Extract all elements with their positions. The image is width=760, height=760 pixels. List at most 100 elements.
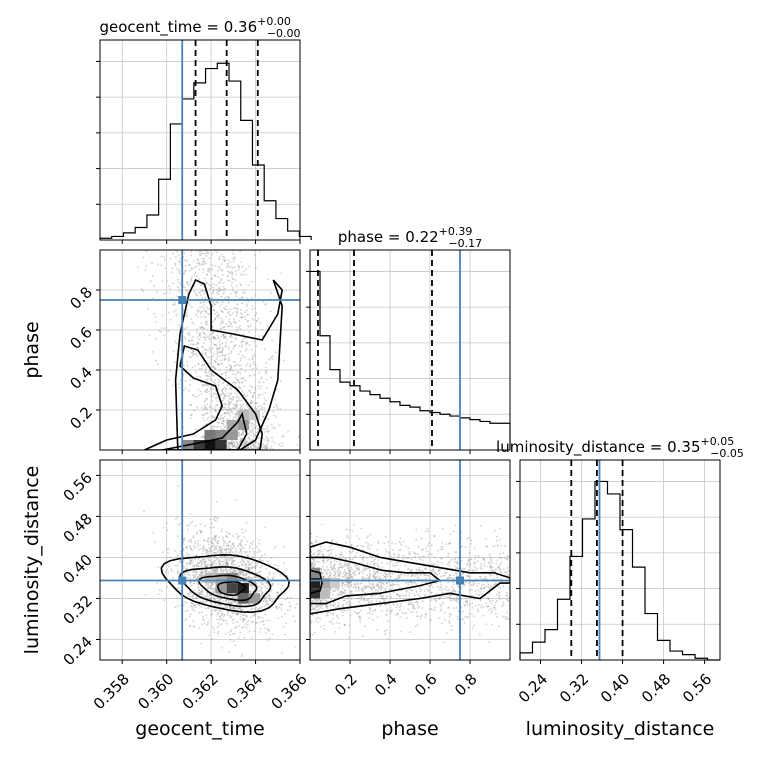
sample-point	[239, 325, 241, 328]
sample-point	[231, 369, 234, 372]
sample-point	[446, 596, 449, 599]
sample-point	[451, 591, 454, 593]
sample-point	[261, 620, 264, 623]
sample-point	[194, 597, 197, 600]
sample-point	[325, 573, 328, 576]
sample-point	[214, 337, 217, 340]
sample-point	[258, 607, 261, 610]
sample-point	[190, 306, 193, 308]
sample-point	[232, 396, 235, 399]
sample-point	[500, 561, 503, 564]
sample-point	[255, 431, 258, 434]
sample-point	[228, 279, 231, 282]
sample-point	[211, 320, 214, 323]
sample-point	[225, 531, 228, 534]
sample-point	[487, 597, 490, 599]
sample-point	[249, 585, 252, 587]
sample-point	[157, 363, 159, 366]
sample-point	[227, 296, 230, 298]
sample-point	[186, 312, 188, 315]
sample-point	[255, 583, 258, 585]
sample-point	[234, 279, 237, 281]
sample-point	[229, 334, 232, 337]
sample-point	[270, 589, 273, 592]
sample-point	[450, 625, 453, 627]
sample-point	[220, 362, 223, 365]
sample-point	[232, 535, 234, 537]
sample-point	[142, 256, 145, 259]
sample-point	[231, 398, 234, 401]
sample-point	[496, 544, 499, 547]
sample-point	[191, 573, 194, 576]
sample-point	[363, 599, 366, 601]
sample-point	[238, 266, 240, 269]
sample-point	[359, 582, 362, 585]
sample-point	[185, 289, 188, 292]
sample-point	[281, 435, 284, 438]
sample-point	[449, 574, 452, 577]
sample-point	[223, 291, 225, 293]
sample-point	[319, 599, 322, 602]
sample-point	[462, 618, 465, 621]
sample-point	[320, 523, 323, 526]
sample-point	[235, 330, 238, 333]
sample-point	[437, 570, 440, 573]
sample-point	[212, 374, 215, 377]
sample-point	[259, 566, 261, 569]
sample-point	[215, 567, 218, 570]
sample-point	[183, 252, 186, 254]
sample-point	[448, 573, 451, 576]
y-tick-label: 0.32	[60, 592, 96, 628]
sample-point	[272, 582, 274, 585]
sample-point	[217, 388, 220, 390]
sample-point	[249, 402, 252, 405]
sample-point	[498, 594, 501, 597]
sample-point	[212, 302, 215, 304]
sample-point	[320, 571, 323, 574]
sample-point	[278, 424, 281, 427]
sample-point	[411, 604, 414, 607]
y-tick-label: 0.6	[66, 323, 96, 353]
sample-point	[213, 392, 216, 395]
sample-point	[246, 303, 248, 306]
sample-point	[182, 560, 185, 563]
sample-point	[237, 625, 240, 627]
sample-point	[219, 281, 222, 283]
sample-point	[247, 567, 250, 570]
sample-point	[204, 595, 206, 598]
sample-point	[253, 613, 256, 616]
sample-point	[219, 598, 222, 601]
sample-point	[340, 566, 343, 569]
sample-point	[240, 609, 243, 612]
sample-point	[424, 616, 427, 619]
sample-point	[247, 313, 249, 316]
sample-point	[257, 446, 260, 449]
sample-point	[256, 551, 259, 554]
sample-point	[261, 554, 263, 557]
sample-point	[248, 374, 251, 377]
sample-point	[232, 570, 235, 573]
sample-point	[231, 267, 234, 269]
sample-point	[471, 613, 473, 616]
sample-point	[288, 601, 291, 604]
sample-point	[255, 407, 258, 410]
sample-point	[190, 601, 193, 604]
sample-point	[201, 436, 204, 439]
sample-point	[206, 403, 209, 406]
sample-point	[235, 595, 238, 598]
sample-point	[370, 587, 373, 590]
sample-point	[474, 604, 477, 607]
sample-point	[454, 567, 457, 570]
sample-point	[197, 342, 199, 344]
sample-point	[190, 547, 193, 550]
sample-point	[274, 397, 277, 400]
sample-point	[206, 273, 208, 275]
sample-point	[264, 585, 266, 588]
sample-point	[428, 577, 431, 580]
sample-point	[415, 528, 418, 531]
sample-point	[360, 589, 363, 592]
sample-point	[359, 618, 361, 621]
sample-point	[336, 615, 339, 618]
sample-point	[480, 565, 483, 567]
sample-point	[235, 270, 237, 273]
